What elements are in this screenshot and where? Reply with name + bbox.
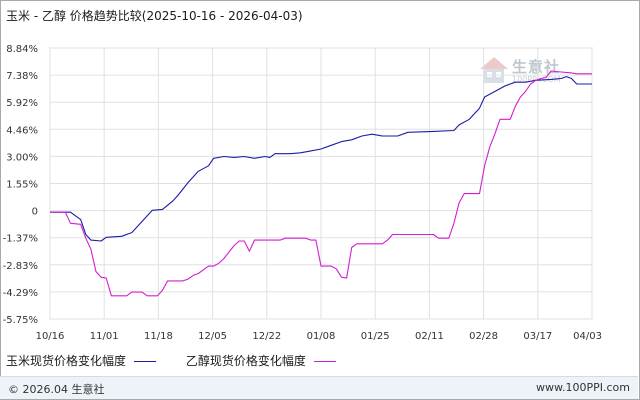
x-tick-label: 12/05: [198, 331, 227, 342]
legend-swatch-ethanol: [313, 361, 336, 362]
y-tick-label: 4.46%: [6, 125, 38, 136]
house-logo-icon: [480, 57, 508, 83]
y-tick-label: 7.38%: [6, 71, 38, 82]
watermark-subtext: 100PPI.COM: [512, 75, 561, 84]
x-tick-label: 01/08: [307, 331, 336, 342]
y-tick-label: 3.00%: [6, 152, 38, 163]
watermark-text: 生意社: [512, 58, 561, 76]
x-tick-label: 11/01: [90, 331, 119, 342]
x-tick-label: 02/11: [415, 331, 444, 342]
legend-label-corn: 玉米现货价格变化幅度: [6, 354, 127, 368]
legend: 玉米现货价格变化幅度 乙醇现货价格变化幅度: [6, 352, 362, 369]
x-tick-label: 12/22: [252, 331, 281, 342]
x-tick-label: 04/03: [573, 331, 602, 342]
y-axis-ticks: 8.84% 7.38% 5.92% 4.46% 3.00% 1.55% 0 -1.37% -2.…: [3, 44, 38, 326]
x-tick-label: 03/17: [523, 331, 552, 342]
y-tick-label: -2.83%: [3, 261, 38, 272]
legend-item-corn: 玉米现货价格变化幅度: [6, 352, 157, 369]
legend-item-ethanol: 乙醇现货价格变化幅度: [186, 352, 336, 369]
chart-series: [50, 70, 592, 297]
x-tick-label: 02/28: [469, 331, 498, 342]
y-tick-label: 8.84%: [6, 44, 38, 55]
series-line-ethanol: [50, 70, 592, 297]
chart-title: 玉米 - 乙醇 价格趋势比较(2025-10-16 - 2026-04-03): [6, 9, 303, 23]
x-axis-ticks: 10/16 11/01 11/18 12/05 12/22 01/08 01/25 02/11…: [36, 331, 602, 342]
footer-bar: © 2026.04 生意社 www.100PPI.com: [0, 376, 638, 399]
x-tick-label: 11/18: [144, 331, 173, 342]
legend-label-ethanol: 乙醇现货价格变化幅度: [185, 354, 306, 368]
x-tick-label: 10/16: [36, 331, 65, 342]
series-line-corn: [50, 76, 592, 242]
y-tick-label: 1.55%: [6, 180, 38, 191]
footer-copyright: © 2026.04 生意社: [8, 383, 105, 396]
y-tick-label: -4.29%: [3, 288, 38, 299]
footer-site-link[interactable]: www.100PPI.com: [536, 381, 630, 394]
x-tick-label: 01/25: [361, 331, 390, 342]
legend-swatch-corn: [134, 361, 157, 362]
watermark: 生意社 100PPI.COM: [478, 54, 561, 90]
chart-grid: [49, 47, 593, 320]
y-tick-label: 0: [32, 207, 38, 218]
y-tick-label: -1.37%: [3, 234, 38, 245]
y-tick-label: 5.92%: [6, 98, 38, 109]
y-tick-label: -5.75%: [3, 315, 38, 326]
